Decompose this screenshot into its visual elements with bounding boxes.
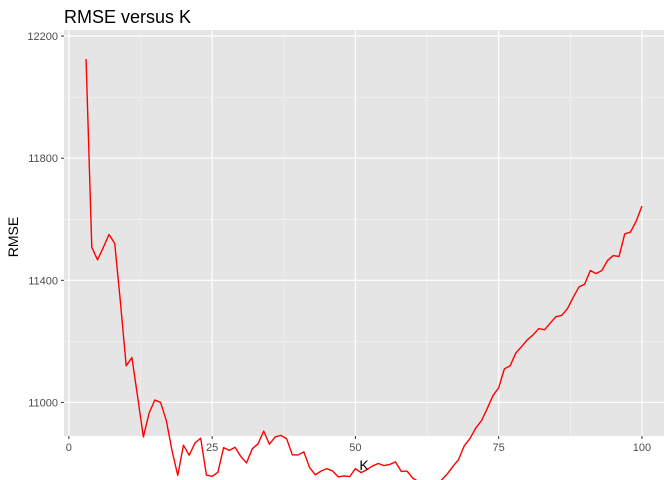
x-axis-title: K [359, 457, 369, 473]
y-tick-label: 11800 [28, 153, 58, 165]
chart-title: RMSE versus K [64, 7, 191, 27]
y-tick-label: 11000 [28, 397, 58, 409]
x-tick-label: 0 [66, 442, 72, 454]
y-axis-ticks: 11000 11400 11800 12200 [27, 31, 64, 409]
x-tick-label: 75 [493, 442, 505, 454]
x-tick-label: 100 [633, 442, 651, 454]
y-axis-title: RMSE [5, 217, 21, 257]
rmse-series-line [85, 58, 643, 480]
minor-gridlines [64, 30, 664, 436]
x-tick-label: 25 [206, 442, 218, 454]
x-axis-ticks: 0 25 50 75 100 [66, 436, 651, 454]
y-tick-label: 11400 [28, 275, 58, 287]
major-gridlines [64, 30, 664, 436]
plot-panel [64, 30, 664, 436]
x-tick-label: 50 [349, 442, 361, 454]
y-tick-label: 12200 [27, 31, 58, 43]
